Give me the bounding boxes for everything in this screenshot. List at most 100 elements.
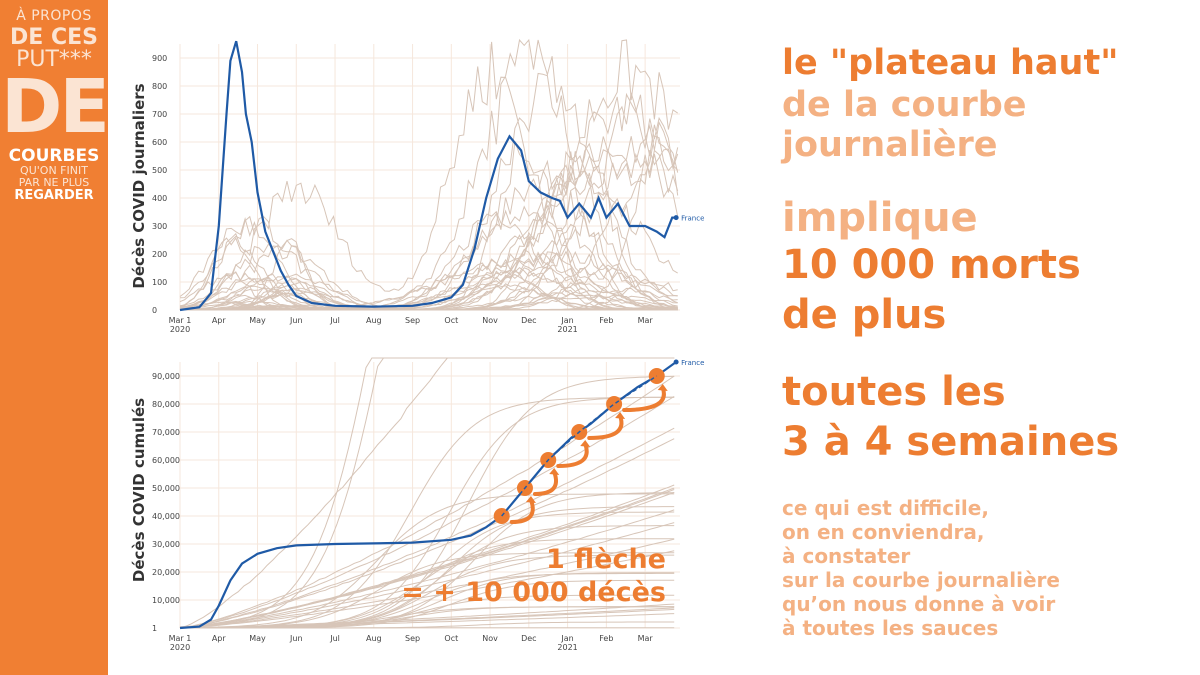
chart2-france-label: France [681, 359, 704, 367]
arrow-head [549, 468, 560, 475]
claim-line-2: 10 000 morts [782, 242, 1081, 288]
cumulative-deaths-chart: Décès COVID cumulés 1 10,000 20,000 30,000 4… [130, 357, 704, 652]
arrow-head [657, 384, 668, 391]
y-tick-label: 100 [152, 278, 167, 287]
y-tick-label: 900 [152, 54, 167, 63]
sidebar-line-2: DE CES [10, 25, 98, 50]
x-tick-label: Sep [405, 634, 420, 643]
x-tick-label: Mar 1 [169, 634, 192, 643]
y-tick-label: 80,000 [152, 400, 180, 409]
annotation-line-1: 1 flèche [546, 544, 666, 575]
other-country-line [179, 538, 675, 629]
x-tick-label: Aug [366, 634, 382, 643]
headline-line-1: le "plateau haut" [782, 43, 1119, 83]
x-tick-label-year: 2020 [170, 325, 190, 334]
x-tick-label: Jan [560, 316, 573, 325]
curved-arrow [587, 414, 624, 440]
y-tick-label: 1 [152, 624, 157, 633]
other-country-line [179, 266, 678, 311]
x-tick-label: May [249, 316, 266, 325]
headline-line-3: journalière [782, 125, 998, 165]
sidebar-line-4: DE [1, 64, 110, 150]
sidebar-line-5: COURBES [8, 146, 100, 166]
other-country-line [179, 522, 675, 629]
chart1-france-label: France [681, 215, 704, 223]
x-tick-label: Mar 1 [169, 316, 192, 325]
chart1-france-line [179, 40, 677, 312]
x-tick-label: Oct [444, 634, 458, 643]
x-tick-label: Jun [289, 316, 303, 325]
other-country-line [179, 489, 675, 629]
daily-deaths-chart: Décès COVID journaliers 0 100 200 300 400 500… [130, 38, 704, 334]
y-tick-label: 700 [152, 110, 167, 119]
chart2-france-end-dot [673, 359, 679, 365]
note-line: à toutes les sauces [782, 616, 999, 640]
other-country-line [179, 493, 675, 629]
x-tick-label: Aug [366, 316, 382, 325]
note-block: ce qui est difficile, on en conviendra, … [782, 496, 1060, 640]
y-tick-label: 600 [152, 138, 167, 147]
chart1-france-end-dot [673, 215, 679, 221]
y-tick-label: 800 [152, 82, 167, 91]
x-tick-label: Feb [599, 316, 613, 325]
headline-line-2: de la courbe [782, 85, 1027, 125]
x-tick-label: Apr [212, 316, 227, 325]
x-tick-label: Jul [329, 316, 340, 325]
y-tick-label: 500 [152, 166, 167, 175]
x-tick-label: Jun [289, 634, 303, 643]
curved-arrow [509, 498, 535, 524]
other-country-line [179, 357, 675, 629]
other-country-line [179, 395, 675, 629]
x-tick-label-year: 2020 [170, 643, 190, 652]
x-tick-label: Nov [482, 316, 498, 325]
note-line: qu’on nous donne à voir [782, 592, 1056, 616]
france-dashed-segment [501, 375, 658, 517]
note-line: ce qui est difficile, [782, 496, 989, 520]
y-tick-label: 10,000 [152, 596, 180, 605]
other-country-line [179, 438, 675, 629]
x-tick-label: Mar [638, 634, 654, 643]
x-tick-label: Sep [405, 316, 420, 325]
sidebar-panel: À PROPOS DE CES PUT*** DE COURBES QU'ON … [0, 0, 110, 675]
x-tick-label: Apr [212, 634, 227, 643]
x-tick-label: Oct [444, 316, 458, 325]
x-tick-label: Dec [521, 634, 536, 643]
curved-arrow [532, 470, 559, 496]
chart2-y-label: Décès COVID cumulés [130, 398, 148, 582]
other-country-line [179, 92, 679, 311]
x-tick-label-year: 2021 [557, 643, 577, 652]
arrow-head [525, 496, 536, 503]
other-country-line [179, 375, 675, 629]
other-country-line [179, 550, 675, 629]
sidebar-line-8: REGARDER [14, 188, 94, 203]
other-country-line [180, 205, 678, 311]
milestone-dot [606, 396, 623, 412]
sidebar-line-3: PUT*** [16, 47, 92, 72]
sidebar-line-6: QU'ON FINIT [20, 164, 88, 177]
x-tick-label: May [249, 634, 266, 643]
x-tick-label: Jul [329, 634, 340, 643]
other-country-line [180, 525, 675, 629]
y-tick-label: 30,000 [152, 540, 180, 549]
frequency-line-1: toutes les [782, 369, 1006, 415]
claim-line-1: implique [782, 195, 978, 241]
other-country-line [179, 509, 675, 629]
note-line: sur la courbe journalière [782, 568, 1060, 592]
other-country-line [180, 264, 678, 311]
x-tick-label-year: 2021 [557, 325, 577, 334]
other-country-line [179, 484, 675, 629]
frequency-line-2: 3 à 4 semaines [782, 419, 1120, 465]
y-tick-label: 60,000 [152, 456, 180, 465]
other-country-line [180, 552, 675, 629]
sidebar-line-7: PAR NE PLUS [18, 176, 90, 189]
y-tick-label: 20,000 [152, 568, 180, 577]
milestone-dot [648, 368, 665, 384]
curved-arrow [556, 442, 589, 468]
y-tick-label: 40,000 [152, 512, 180, 521]
other-country-line [179, 38, 678, 310]
other-country-line [180, 274, 678, 311]
x-tick-label: Jan [560, 634, 573, 643]
curved-arrow [622, 386, 666, 412]
annotation-line-2: = + 10 000 décès [401, 577, 666, 608]
other-country-line [180, 183, 678, 311]
